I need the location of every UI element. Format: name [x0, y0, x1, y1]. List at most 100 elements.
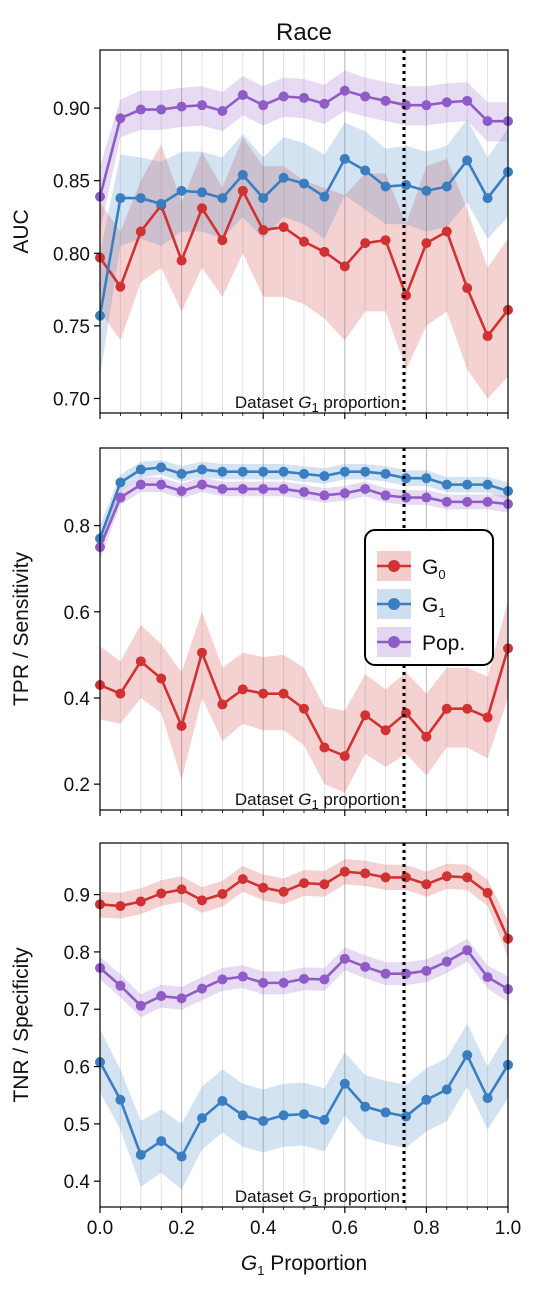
- data-point: [462, 283, 473, 294]
- data-point: [156, 1136, 167, 1147]
- legend-label-main: G: [422, 556, 438, 579]
- data-point: [258, 882, 269, 893]
- data-point: [421, 965, 432, 976]
- data-point: [197, 983, 207, 994]
- confidence-band-0: [100, 859, 508, 958]
- data-point: [156, 888, 167, 899]
- data-point: [360, 91, 371, 102]
- legend-label-sub: 0: [438, 567, 445, 582]
- data-point: [258, 688, 269, 699]
- data-point: [462, 945, 473, 956]
- data-point: [135, 1000, 146, 1011]
- data-point: [380, 872, 391, 883]
- dataset-proportion-annotation: Dataset G1 proportion: [235, 1187, 400, 1209]
- data-point: [217, 483, 228, 494]
- data-point: [197, 479, 207, 490]
- data-point: [339, 751, 350, 762]
- data-point: [217, 699, 228, 710]
- data-point: [401, 473, 411, 484]
- data-point: [441, 703, 452, 714]
- annotation-var: G: [298, 1187, 311, 1206]
- y-axis-label: AUC: [10, 209, 33, 253]
- data-point: [421, 1094, 432, 1105]
- data-point: [299, 973, 309, 984]
- data-point: [197, 464, 207, 475]
- data-point: [217, 889, 228, 900]
- data-point: [441, 479, 452, 490]
- data-point: [319, 191, 330, 202]
- data-point: [135, 1149, 146, 1160]
- legend-label-sub: 1: [438, 605, 445, 620]
- confidence-band-0: [100, 137, 508, 399]
- data-point: [380, 1107, 391, 1118]
- legend-label: G0: [422, 556, 446, 582]
- data-point: [360, 238, 371, 249]
- data-point: [319, 246, 330, 257]
- data-point: [258, 225, 269, 236]
- data-point: [462, 496, 473, 507]
- data-point: [482, 193, 493, 204]
- y-tick-label: 0.80: [53, 244, 90, 265]
- data-point: [135, 226, 146, 237]
- data-point: [278, 977, 289, 988]
- data-point: [401, 180, 411, 191]
- data-point: [156, 991, 167, 1002]
- legend-label: G1: [422, 594, 446, 620]
- data-point: [237, 90, 248, 101]
- data-point: [278, 91, 289, 102]
- data-point: [115, 113, 126, 124]
- data-point: [339, 1078, 350, 1089]
- legend-label-main: G: [422, 594, 438, 617]
- data-point: [462, 479, 473, 490]
- data-point: [115, 193, 126, 204]
- data-point: [339, 466, 350, 477]
- data-point: [360, 710, 371, 721]
- y-tick-label: 0.90: [53, 99, 90, 120]
- data-point: [299, 92, 309, 103]
- data-point: [339, 953, 350, 964]
- data-point: [360, 483, 371, 494]
- x-axis-label-rest: Proportion: [264, 1252, 367, 1275]
- data-point: [339, 488, 350, 499]
- data-point: [197, 1113, 207, 1124]
- data-point: [462, 155, 473, 166]
- data-point: [156, 673, 167, 684]
- data-point: [421, 731, 432, 742]
- data-point: [421, 879, 432, 890]
- data-point: [482, 116, 493, 127]
- legend-label-main: Pop.: [422, 632, 465, 655]
- data-point: [217, 105, 228, 116]
- data-point: [217, 466, 228, 477]
- y-tick-label: 0.8: [64, 517, 90, 538]
- confidence-band-2: [100, 70, 508, 232]
- y-tick-label: 0.70: [53, 389, 90, 410]
- y-axis-label: TPR / Sensitivity: [10, 551, 33, 706]
- data-point: [319, 974, 330, 985]
- y-tick-label: 0.8: [64, 943, 90, 964]
- data-point: [156, 104, 167, 115]
- data-point: [482, 887, 493, 898]
- data-point: [258, 483, 269, 494]
- data-point: [441, 871, 452, 882]
- data-point: [176, 486, 187, 497]
- data-point: [441, 496, 452, 507]
- annotation-suffix: proportion: [319, 1187, 400, 1206]
- x-tick-label: 0.0: [87, 1218, 113, 1239]
- data-point: [482, 1093, 493, 1104]
- data-point: [462, 872, 473, 883]
- data-point: [197, 203, 207, 214]
- data-point: [156, 479, 167, 490]
- data-point: [278, 483, 289, 494]
- y-tick-label: 0.6: [64, 603, 90, 624]
- data-point: [360, 165, 371, 176]
- data-point: [482, 479, 493, 490]
- annotation-var: G: [298, 790, 311, 809]
- data-point: [197, 895, 207, 906]
- data-point: [197, 100, 207, 111]
- data-point: [360, 1101, 371, 1112]
- data-point: [421, 238, 432, 249]
- x-tick-label: 1.0: [495, 1218, 521, 1239]
- data-point: [299, 1109, 309, 1120]
- data-point: [217, 1095, 228, 1106]
- data-point: [176, 1151, 187, 1162]
